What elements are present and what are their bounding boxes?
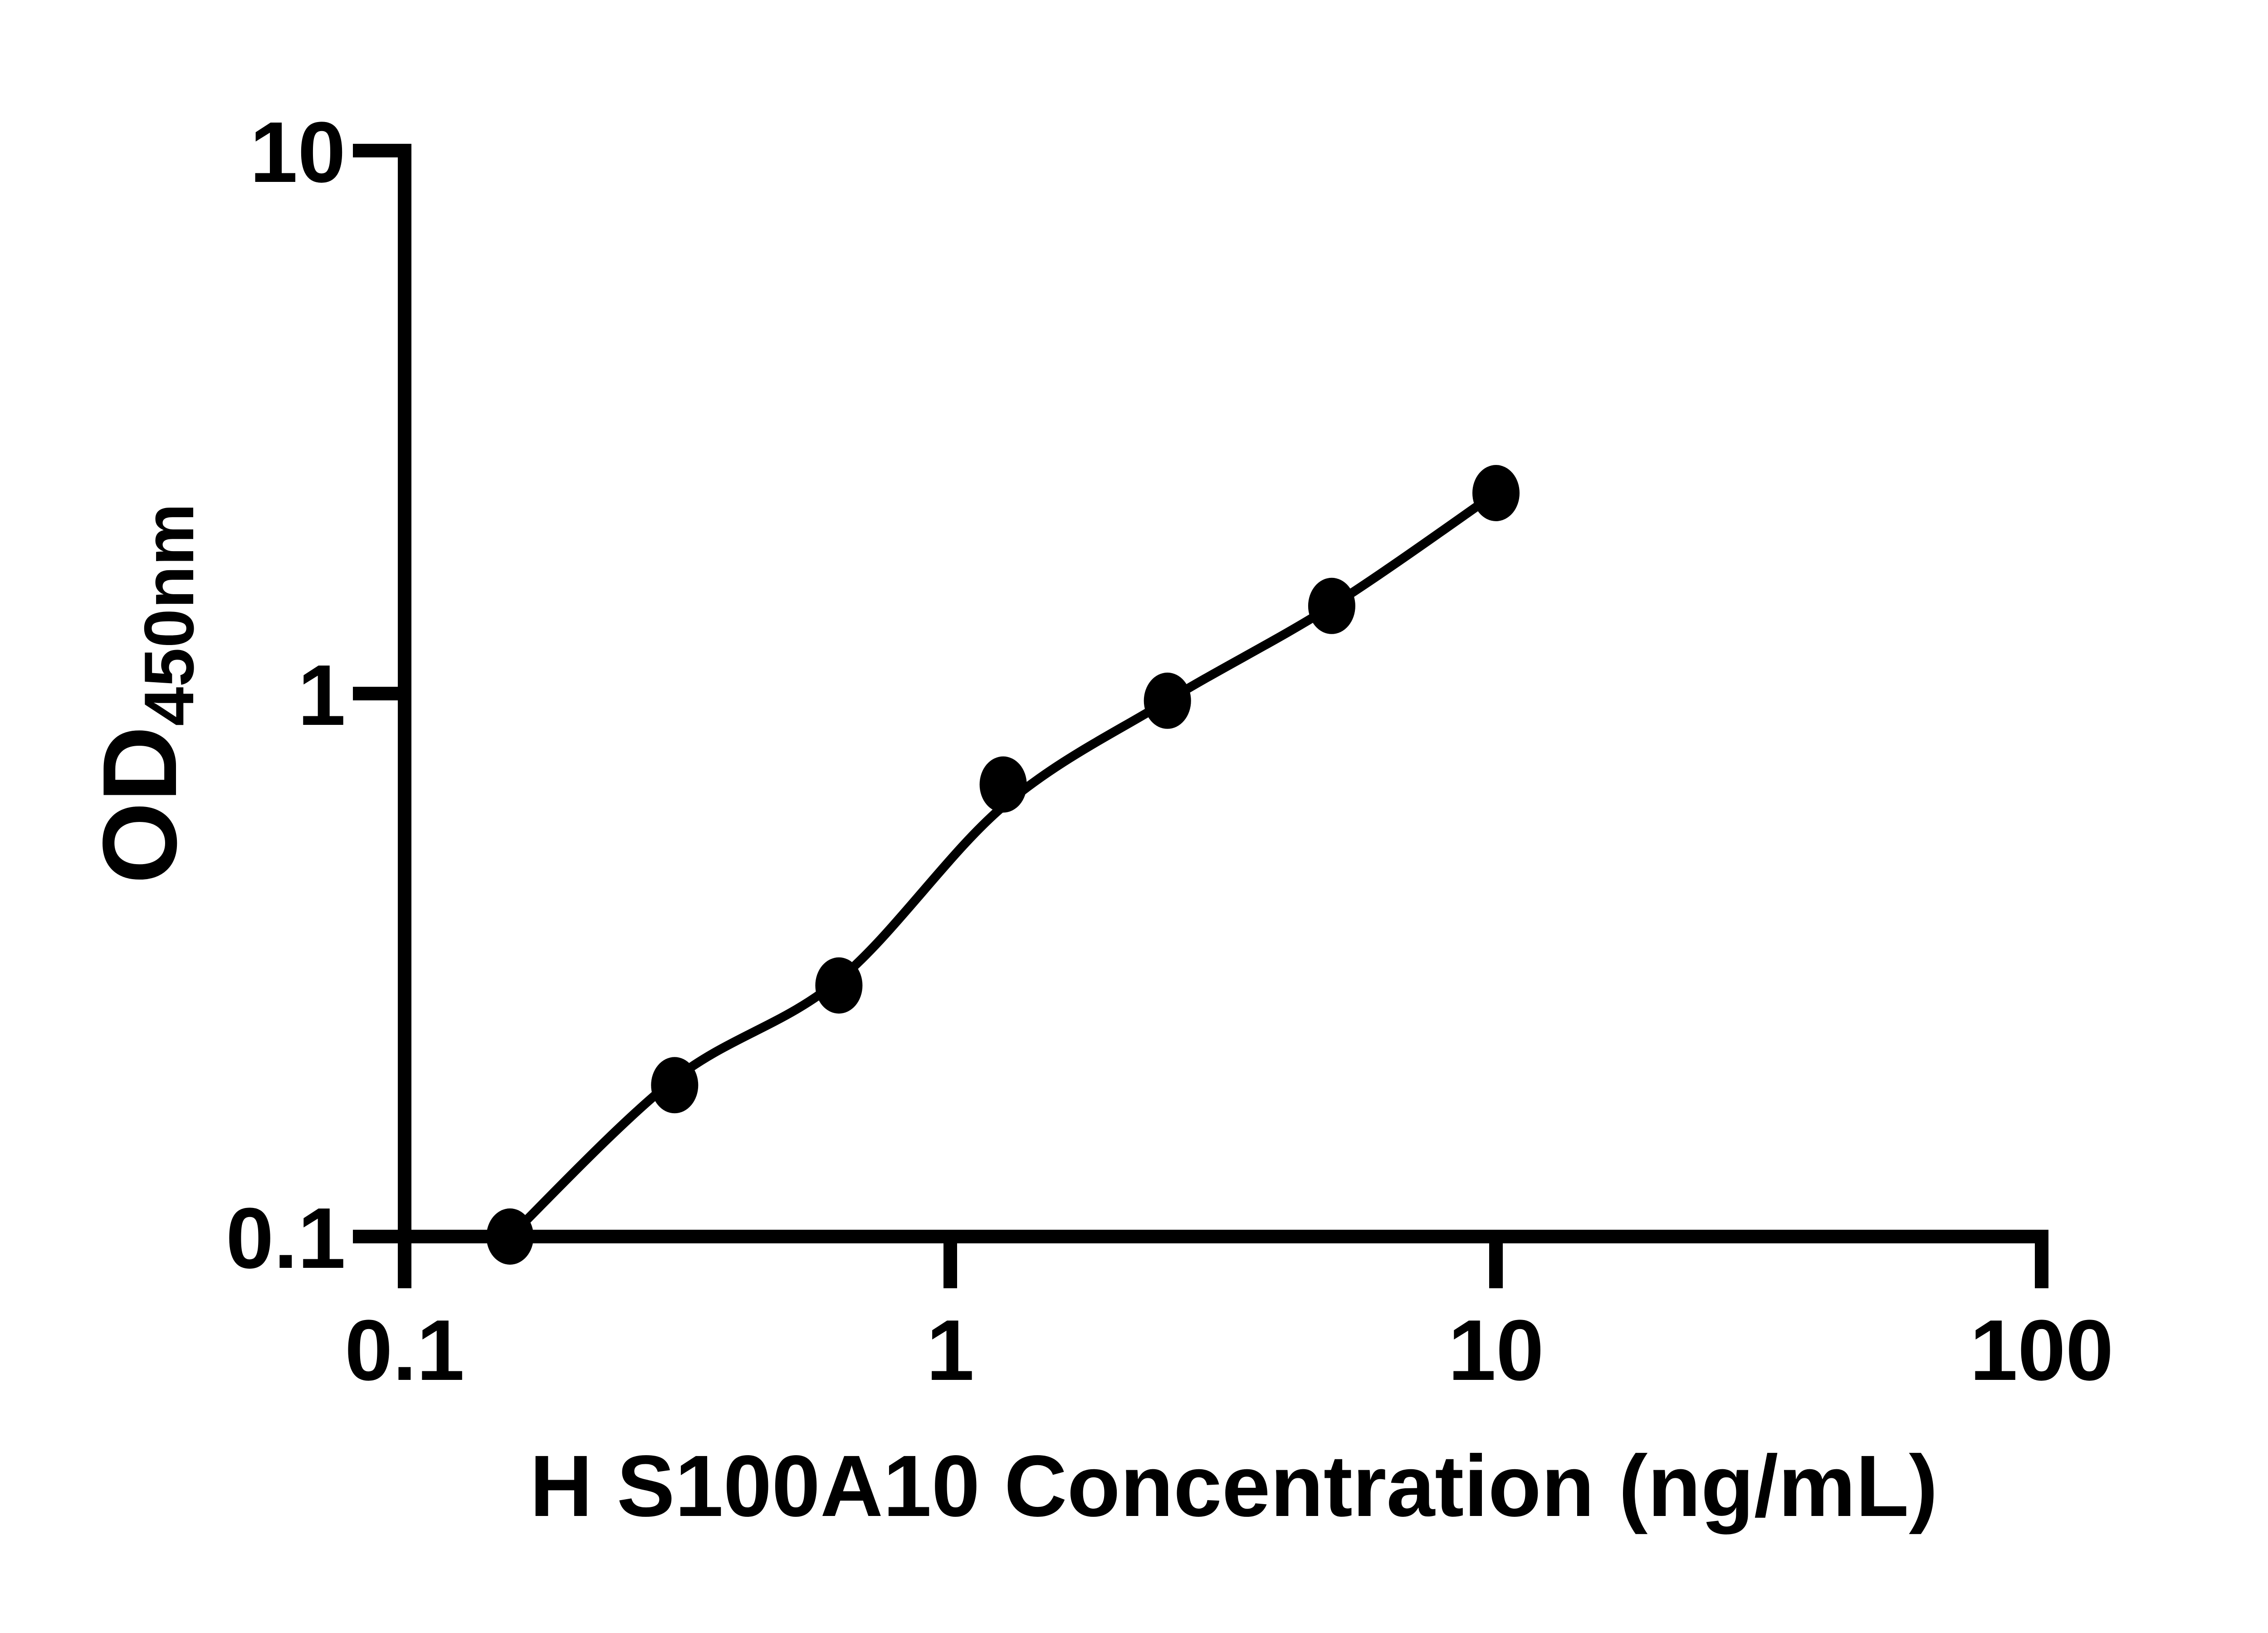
y-axis-title: OD450nm [81, 503, 208, 884]
x-axis-tick-label: 100 [1970, 1302, 2113, 1398]
y-axis-title-main: OD [81, 726, 199, 884]
y-axis-title-subscript: 450nm [130, 503, 208, 726]
axes [353, 144, 2048, 1288]
data-point [1144, 672, 1191, 729]
y-axis-tick-label: 10 [250, 104, 346, 200]
data-point [815, 957, 863, 1014]
x-axis-title: H S100A10 Concentration (ng/mL) [530, 1437, 1938, 1535]
x-axis-tick-label: 10 [1448, 1302, 1544, 1398]
data-point [486, 1208, 534, 1265]
tick-labels: 0.1 1 10 0.1 1 10 100 [226, 104, 2114, 1398]
axis-frame-and-ticks [353, 144, 2048, 1288]
data-series [486, 465, 1520, 1265]
y-axis-tick-label: 1 [298, 647, 346, 743]
y-axis-tick-label: 0.1 [226, 1190, 346, 1286]
data-point [1308, 577, 1355, 634]
data-point [651, 1057, 699, 1114]
x-axis-tick-label: 1 [926, 1302, 974, 1398]
data-point [1472, 465, 1520, 521]
x-axis-tick-label: 0.1 [345, 1302, 464, 1398]
data-point [979, 756, 1027, 813]
